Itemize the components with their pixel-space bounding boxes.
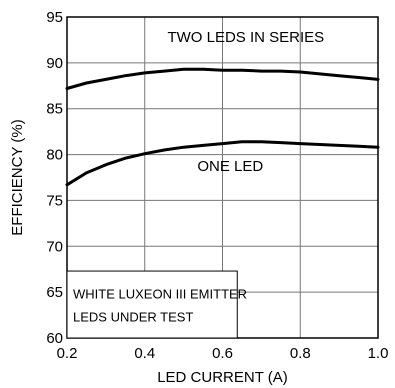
x-tick-label: 0.2 [57, 345, 78, 362]
series-label-two-leds: TWO LEDS IN SERIES [167, 29, 324, 46]
series-lines [65, 67, 380, 187]
y-tick-labels: 60 65 70 75 80 85 90 95 [46, 9, 63, 347]
y-tick-label: 95 [46, 9, 63, 26]
y-tick-label: 75 [46, 192, 63, 209]
y-tick-label: 70 [46, 238, 63, 255]
x-tick-labels: 0.2 0.4 0.6 0.8 1.0 [57, 345, 389, 362]
x-tick-label: 0.4 [134, 345, 155, 362]
note-line-2: LEDS UNDER TEST [73, 309, 193, 324]
y-tick-label: 80 [46, 147, 63, 164]
x-tick-label: 0.6 [212, 345, 233, 362]
y-tick-label: 65 [46, 284, 63, 301]
series-label-one-led: ONE LED [197, 158, 263, 175]
series-line-two-leds [65, 67, 380, 90]
x-axis-label: LED CURRENT (A) [157, 369, 288, 386]
y-axis-label: EFFICIENCY (%) [9, 119, 26, 235]
y-tick-label: 60 [46, 330, 63, 347]
x-tick-label: 0.8 [290, 345, 311, 362]
note-line-1: WHITE LUXEON III EMITTER [73, 287, 247, 302]
y-tick-label: 90 [46, 55, 63, 72]
series-line-one-led [65, 140, 380, 187]
y-tick-label: 85 [46, 101, 63, 118]
x-tick-label: 1.0 [368, 345, 389, 362]
note-box [66, 270, 238, 339]
